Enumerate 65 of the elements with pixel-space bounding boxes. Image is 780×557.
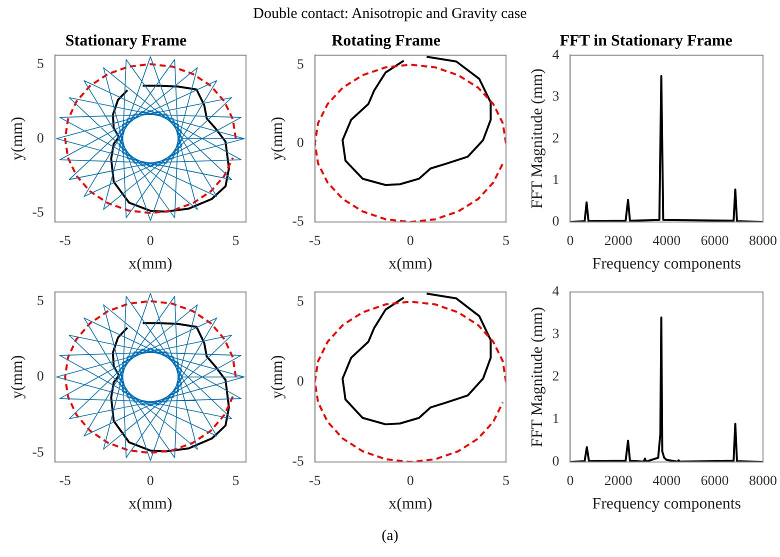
y-tick-label: 0	[552, 214, 560, 230]
y-tick-label: 0	[296, 374, 304, 390]
chart-title: Rotating Frame	[332, 32, 440, 50]
x-tick-label: 2000	[604, 474, 632, 490]
x-tick-label: 4000	[652, 474, 681, 490]
x-tick-label: -5	[59, 234, 71, 250]
y-tick-label: -5	[292, 214, 304, 230]
x-tick-label: 4000	[652, 234, 681, 250]
x-tick-label: -5	[309, 234, 321, 250]
x-tick-label: 5	[232, 234, 240, 250]
y-tick-label: 0	[36, 370, 44, 385]
y-axis-title: y(mm)	[268, 355, 286, 399]
line-series	[314, 64, 506, 222]
x-tick-label: 0	[146, 234, 154, 250]
chart-title: FFT in Stationary Frame	[560, 32, 732, 50]
y-tick-label: 5	[296, 294, 304, 310]
x-axis-title: Frequency components	[592, 496, 742, 513]
x-tick-label: 5	[232, 474, 240, 490]
y-tick-label: 0	[36, 131, 44, 146]
y-tick-label: 5	[296, 57, 304, 72]
y-axis-title: FFT Magnitude (mm)	[528, 68, 546, 209]
text: (a)	[380, 528, 400, 545]
y-tick-label: 0	[296, 136, 304, 151]
x-tick-label: 0	[406, 474, 414, 490]
x-axis-title: x(mm)	[128, 496, 172, 513]
text: Double contact: Anisotropic and Gravity case	[252, 6, 528, 23]
y-tick-label: 5	[36, 56, 44, 72]
y-tick-label: -5	[32, 446, 44, 461]
x-tick-label: 0	[566, 474, 574, 490]
y-tick-label: -5	[292, 454, 304, 470]
y-tick-label: 2	[552, 370, 560, 385]
line-series	[64, 63, 237, 214]
x-tick-label: 5	[502, 474, 510, 490]
x-tick-label: 6000	[700, 234, 729, 250]
x-axis-title: Frequency components	[592, 256, 742, 273]
y-tick-label: 4	[552, 284, 560, 300]
x-tick-label: 0	[146, 474, 154, 490]
y-tick-label: 5	[36, 294, 44, 309]
y-axis-title: y(mm)	[268, 116, 286, 160]
x-tick-label: 5	[502, 234, 510, 250]
y-tick-label: 1	[552, 412, 560, 428]
x-tick-label: 8000	[749, 234, 777, 250]
chart-title: Stationary Frame	[65, 32, 187, 50]
x-axis-title: x(mm)	[128, 256, 172, 273]
line-series	[64, 300, 237, 454]
x-tick-label: -5	[59, 474, 71, 490]
y-axis-title: FFT Magnitude (mm)	[528, 306, 546, 448]
x-tick-label: 2000	[604, 234, 632, 250]
y-tick-label: -5	[32, 206, 44, 221]
x-axis-title: x(mm)	[388, 256, 432, 273]
x-tick-label: -5	[309, 474, 321, 490]
y-axis-title: y(mm)	[8, 355, 26, 399]
y-tick-label: 0	[552, 454, 560, 470]
x-tick-label: 0	[406, 234, 414, 250]
x-tick-label: 8000	[749, 474, 777, 490]
x-tick-label: 6000	[700, 474, 729, 490]
x-axis-title: x(mm)	[388, 496, 432, 513]
y-axis-title: y(mm)	[8, 116, 26, 160]
y-tick-label: 1	[552, 172, 560, 188]
y-tick-label: 3	[552, 90, 560, 105]
line-series	[314, 300, 506, 462]
y-tick-label: 3	[552, 327, 560, 342]
y-tick-label: 4	[552, 48, 560, 63]
x-tick-label: 0	[566, 234, 574, 250]
y-tick-label: 2	[552, 131, 560, 146]
